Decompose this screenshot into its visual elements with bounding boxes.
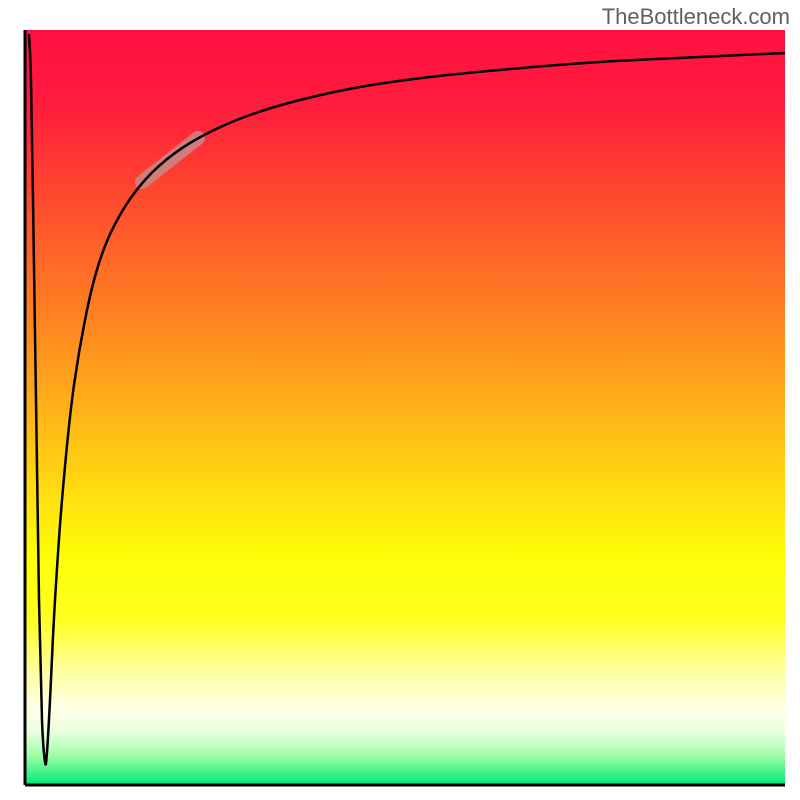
chart-svg (0, 0, 800, 800)
plot-background (25, 30, 785, 785)
bottleneck-chart: TheBottleneck.com (0, 0, 800, 800)
